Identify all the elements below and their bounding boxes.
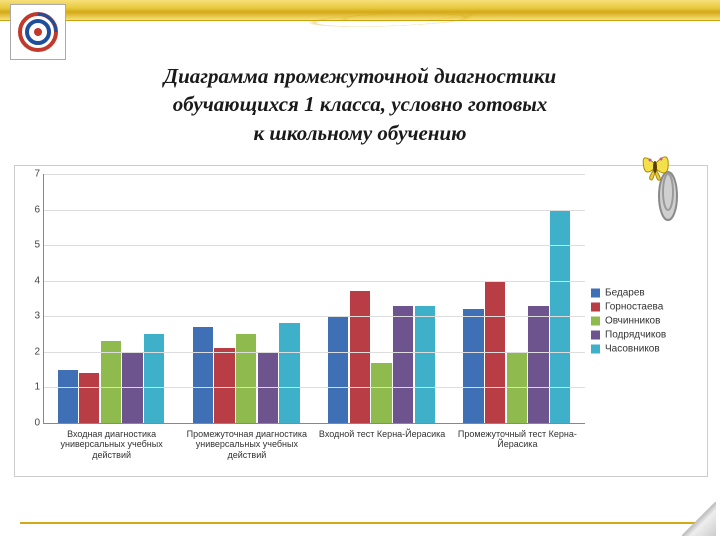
title-line: к школьному обучению xyxy=(60,119,660,147)
bar xyxy=(101,341,121,423)
legend-swatch xyxy=(591,289,600,298)
y-tick-label: 1 xyxy=(26,382,40,393)
y-tick-label: 5 xyxy=(26,240,40,251)
bar xyxy=(79,373,99,423)
legend-item: Бедарев xyxy=(591,288,703,299)
legend-swatch xyxy=(591,345,600,354)
legend-label: Часовников xyxy=(605,344,660,355)
slide-bottom-rule xyxy=(20,522,700,524)
bar xyxy=(350,291,370,423)
y-tick-label: 4 xyxy=(26,275,40,286)
bar xyxy=(463,309,483,423)
y-tick-label: 7 xyxy=(26,169,40,180)
grid-line xyxy=(44,316,585,317)
legend-swatch xyxy=(591,303,600,312)
logo xyxy=(10,4,66,60)
legend-item: Подрядчиков xyxy=(591,330,703,341)
legend-item: Горностаева xyxy=(591,302,703,313)
title-line: обучающихся 1 класса, условно готовых xyxy=(60,90,660,118)
legend-label: Бедарев xyxy=(605,288,645,299)
bar xyxy=(144,334,164,423)
grid-line xyxy=(44,210,585,211)
chart-legend: Бедарев Горностаева Овчинников Подрядчиков Ч… xyxy=(591,285,703,358)
bar xyxy=(328,316,348,423)
y-tick-label: 2 xyxy=(26,346,40,357)
grid-line xyxy=(44,174,585,175)
page-curl-icon xyxy=(682,502,716,536)
bar xyxy=(415,306,435,423)
legend-swatch xyxy=(591,317,600,326)
grid-line xyxy=(44,281,585,282)
bar xyxy=(371,363,391,423)
y-tick-label: 3 xyxy=(26,311,40,322)
title-line: Диаграмма промежуточной диагностики xyxy=(60,62,660,90)
bar xyxy=(58,370,78,423)
legend-item: Часовников xyxy=(591,344,703,355)
x-category-label: Входная диагностика универсальных учебны… xyxy=(44,429,179,460)
bar xyxy=(279,323,299,423)
x-category-label: Промежуточная диагностика универсальных … xyxy=(179,429,314,460)
legend-item: Овчинников xyxy=(591,316,703,327)
clip-butterfly-decoration xyxy=(630,140,690,230)
grid-line xyxy=(44,245,585,246)
bar-group: Входная диагностика универсальных учебны… xyxy=(44,174,179,423)
bar-group: Входной тест Керна-Йерасика xyxy=(315,174,450,423)
x-category-label: Входной тест Керна-Йерасика xyxy=(315,429,450,439)
grid-line xyxy=(44,352,585,353)
bar xyxy=(214,348,234,423)
bar-group: Промежуточный тест Керна-Йерасика xyxy=(450,174,585,423)
y-tick-label: 0 xyxy=(26,418,40,429)
legend-label: Подрядчиков xyxy=(605,330,666,341)
legend-label: Овчинников xyxy=(605,316,660,327)
bar-group: Промежуточная диагностика универсальных … xyxy=(179,174,314,423)
y-tick-label: 6 xyxy=(26,204,40,215)
bar xyxy=(236,334,256,423)
legend-swatch xyxy=(591,331,600,340)
grid-line xyxy=(44,387,585,388)
page-title: Диаграмма промежуточной диагностики обуч… xyxy=(60,62,660,147)
target-spiral-icon xyxy=(16,10,60,54)
bar xyxy=(193,327,213,423)
chart-container: Входная диагностика универсальных учебны… xyxy=(14,165,708,477)
bar xyxy=(393,306,413,423)
bar xyxy=(528,306,548,423)
legend-label: Горностаева xyxy=(605,302,663,313)
x-category-label: Промежуточный тест Керна-Йерасика xyxy=(450,429,585,450)
bar-groups: Входная диагностика универсальных учебны… xyxy=(44,174,585,423)
chart-plot-area: Входная диагностика универсальных учебны… xyxy=(43,174,585,424)
